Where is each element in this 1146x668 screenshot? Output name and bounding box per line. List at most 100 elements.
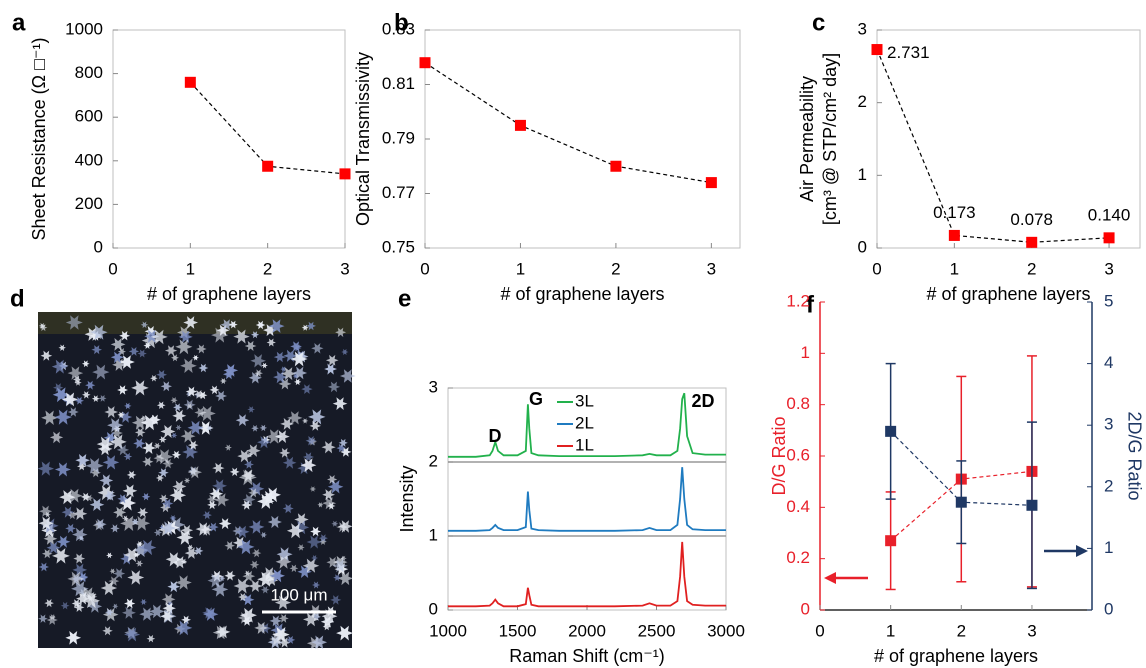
flake [175,339,193,355]
y-axis-label: Sheet Resistance (Ω □⁻¹) [29,38,49,241]
x-tick-label: 3000 [707,621,745,640]
flake [139,607,155,621]
flake [155,449,174,465]
flake [97,485,115,501]
flake [185,386,198,397]
flake [237,612,252,624]
flake [41,523,58,538]
x-tick-label: 0 [872,259,881,278]
flake [120,553,134,565]
flake [202,511,212,520]
y-tick-label: 400 [75,150,103,169]
flake [308,409,326,425]
marker [419,57,431,69]
flake [56,535,71,548]
flake [131,415,149,430]
flake [137,507,149,518]
flake [301,384,313,394]
series-line [448,541,726,608]
flake [123,547,141,563]
flake [198,405,216,421]
flake [113,568,126,579]
plot-frame [112,29,346,249]
flake [81,360,90,368]
flake [278,637,291,648]
flake [118,495,137,511]
flake [126,470,137,479]
flake [102,626,113,636]
flake [244,570,251,577]
y-axis-label: Optical Transmissivity [353,52,373,226]
flake [110,338,126,351]
flake [248,520,265,534]
flake [184,547,198,559]
flake [260,532,267,538]
flake [306,321,316,331]
flake [242,494,256,506]
flake [263,324,277,337]
y2-axis-label: 2D/G Ratio [1124,411,1144,500]
flake [286,523,305,539]
legend-label: 3L [575,391,594,410]
legend-label: 2L [575,413,594,432]
flake [309,486,317,492]
flake [124,402,132,410]
flake [248,580,263,592]
flake [117,348,126,356]
flake [241,500,253,510]
flake [149,414,161,425]
marker [339,168,351,180]
flake [325,354,339,366]
y-tick-label: 600 [75,107,103,126]
flake [149,604,165,619]
flake [41,410,58,425]
x-tick-label: 1500 [499,621,537,640]
flake [146,634,156,643]
flake [247,406,255,413]
flake [261,362,268,369]
flake [257,571,275,587]
flake [72,527,88,542]
flake [77,462,87,471]
flake [223,369,235,380]
y-tick-label: 3 [858,19,867,38]
panel: f 0 1 2 3 0 0.2 0.4 0.6 0.8 1 1.2 0 1 2 3 4 5 # of graphen… [769,291,1145,665]
flake [198,391,208,400]
flake [193,390,204,399]
flake [250,354,266,368]
flake [37,461,54,476]
flake [58,344,66,351]
flake [131,518,139,525]
y-tick-label: 0.8 [786,394,810,413]
series-line [448,467,726,532]
flake [183,316,198,329]
flake [269,569,285,583]
flake [300,458,317,473]
flake [246,444,261,457]
flake [297,544,305,551]
flake [59,490,76,505]
flake [272,627,290,643]
x-tick-label: 2 [957,621,966,640]
flake [178,330,193,343]
flake [251,549,262,558]
flake [254,369,263,377]
y2-tick-label: 4 [1104,353,1113,372]
flake [167,517,186,533]
marker [955,496,967,508]
flake [124,627,141,642]
flake [198,363,209,373]
flake [99,474,114,487]
flake [294,378,302,386]
flake [158,436,167,443]
flake [327,475,338,484]
flake [317,502,324,508]
flake [160,521,176,535]
value-label: 2.731 [887,43,930,62]
y2-tick-label: 5 [1104,291,1113,310]
y-tick-label: 2 [858,92,867,111]
flake [244,340,257,351]
flake [79,587,97,602]
flake [214,493,230,507]
flake [171,354,179,362]
